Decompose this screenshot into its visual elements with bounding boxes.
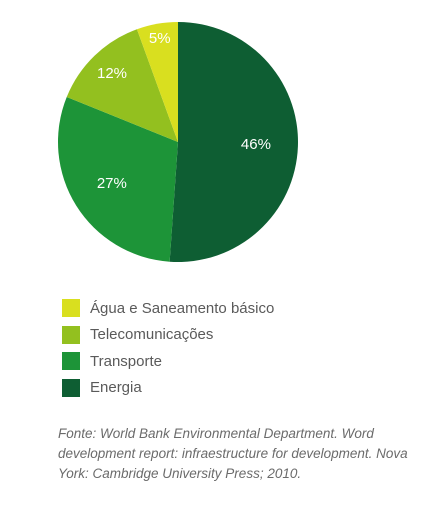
pie-slice-label: 5% <box>149 30 171 47</box>
legend-label: Transporte <box>90 352 162 370</box>
pie-chart: 46% 27% 12% 5% <box>57 22 298 262</box>
legend-swatch <box>62 325 80 344</box>
legend-label: Energia <box>90 379 142 397</box>
pie-slice-label: 46% <box>241 136 271 153</box>
legend-label: Água e Saneamento básico <box>90 299 275 317</box>
legend-item: Telecomunicações <box>62 322 274 349</box>
source-note: Fonte: World Bank Environmental Departme… <box>58 426 408 481</box>
pie-slice-energia <box>169 22 298 262</box>
pie-slice--gua-e-saneamento-b-sico <box>136 22 178 142</box>
legend-item: Energia <box>62 375 274 402</box>
pie-slice-label: 12% <box>97 65 127 82</box>
legend-swatch <box>62 352 80 371</box>
legend: Água e Saneamento básico Telecomunicaçõe… <box>62 295 274 401</box>
pie-slice-telecomunica-es <box>66 29 178 142</box>
pie-slice-transporte <box>57 97 179 262</box>
pie-slice-label: 27% <box>97 175 127 192</box>
legend-swatch <box>62 378 80 397</box>
legend-label: Telecomunicações <box>90 326 214 344</box>
legend-swatch <box>62 299 80 318</box>
pie-slices <box>57 22 298 262</box>
legend-item: Água e Saneamento básico <box>62 295 274 322</box>
pie-slice-labels: 46% 27% 12% 5% <box>97 30 271 192</box>
legend-item: Transporte <box>62 348 274 375</box>
